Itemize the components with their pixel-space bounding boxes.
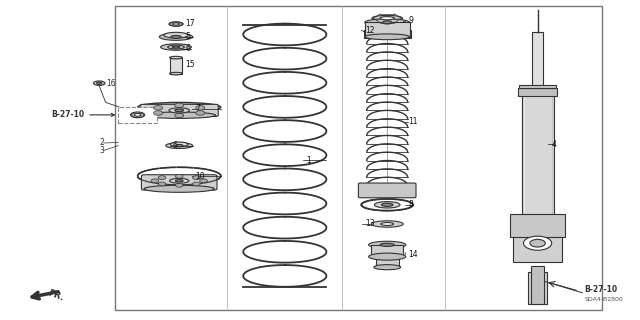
Bar bbox=[376, 255, 399, 267]
Circle shape bbox=[154, 106, 163, 110]
Text: 5: 5 bbox=[186, 32, 191, 41]
Text: 17: 17 bbox=[186, 19, 195, 28]
Ellipse shape bbox=[371, 221, 403, 227]
Ellipse shape bbox=[372, 15, 403, 21]
Ellipse shape bbox=[169, 108, 189, 113]
Ellipse shape bbox=[138, 102, 221, 112]
Ellipse shape bbox=[170, 142, 188, 147]
Ellipse shape bbox=[159, 33, 193, 40]
Ellipse shape bbox=[97, 82, 102, 84]
Bar bbox=[531, 266, 544, 304]
Ellipse shape bbox=[380, 17, 394, 20]
Ellipse shape bbox=[170, 72, 182, 75]
Ellipse shape bbox=[166, 143, 193, 148]
Text: 10: 10 bbox=[195, 172, 205, 180]
Ellipse shape bbox=[175, 180, 183, 182]
Text: 6: 6 bbox=[173, 141, 178, 150]
Text: B-27-10: B-27-10 bbox=[51, 110, 115, 119]
Bar bbox=[532, 32, 543, 90]
Circle shape bbox=[200, 179, 207, 183]
Ellipse shape bbox=[374, 265, 401, 270]
Bar bbox=[118, 107, 157, 123]
Ellipse shape bbox=[170, 56, 182, 59]
Ellipse shape bbox=[172, 46, 180, 48]
FancyBboxPatch shape bbox=[358, 183, 416, 198]
Text: 11: 11 bbox=[408, 117, 418, 126]
Ellipse shape bbox=[143, 112, 216, 118]
Ellipse shape bbox=[381, 223, 394, 225]
Text: 15: 15 bbox=[186, 60, 195, 69]
Ellipse shape bbox=[164, 32, 188, 38]
Ellipse shape bbox=[144, 185, 214, 192]
Ellipse shape bbox=[175, 145, 183, 147]
Ellipse shape bbox=[170, 179, 189, 183]
FancyBboxPatch shape bbox=[141, 175, 217, 190]
Circle shape bbox=[524, 236, 552, 250]
Circle shape bbox=[196, 111, 205, 115]
Circle shape bbox=[193, 176, 200, 180]
Circle shape bbox=[530, 239, 545, 247]
Ellipse shape bbox=[169, 22, 183, 26]
Bar bbox=[170, 58, 182, 74]
Text: 2: 2 bbox=[99, 138, 104, 147]
Circle shape bbox=[151, 179, 159, 183]
Ellipse shape bbox=[365, 19, 410, 26]
Text: 16: 16 bbox=[106, 79, 116, 88]
Circle shape bbox=[158, 182, 166, 186]
Text: 13: 13 bbox=[365, 220, 374, 228]
Text: 8: 8 bbox=[408, 200, 413, 209]
Bar bbox=[510, 214, 565, 237]
Ellipse shape bbox=[168, 45, 184, 49]
Bar bbox=[365, 22, 410, 37]
Bar bbox=[364, 30, 411, 38]
Text: 14: 14 bbox=[408, 250, 418, 259]
Text: 1: 1 bbox=[306, 156, 310, 164]
Text: 4: 4 bbox=[552, 140, 557, 148]
Text: B-27-10: B-27-10 bbox=[584, 285, 618, 294]
Circle shape bbox=[154, 111, 163, 115]
Text: 3: 3 bbox=[99, 146, 104, 155]
Bar bbox=[513, 224, 562, 262]
Bar bbox=[528, 272, 547, 304]
Ellipse shape bbox=[380, 243, 394, 246]
Ellipse shape bbox=[171, 36, 181, 38]
Ellipse shape bbox=[369, 253, 406, 260]
Ellipse shape bbox=[161, 44, 191, 50]
Ellipse shape bbox=[175, 109, 184, 112]
Text: FR.: FR. bbox=[46, 289, 65, 303]
Bar bbox=[518, 88, 557, 96]
Text: 12: 12 bbox=[365, 26, 374, 35]
Circle shape bbox=[175, 183, 183, 187]
Circle shape bbox=[175, 174, 183, 178]
Text: 7: 7 bbox=[195, 104, 200, 113]
Bar bbox=[115, 6, 602, 310]
Ellipse shape bbox=[93, 81, 105, 85]
Bar bbox=[519, 85, 556, 88]
Text: SDA4-B2800: SDA4-B2800 bbox=[584, 297, 623, 302]
Text: 6: 6 bbox=[186, 44, 191, 53]
Text: 9: 9 bbox=[408, 16, 413, 25]
FancyBboxPatch shape bbox=[140, 104, 218, 116]
Ellipse shape bbox=[365, 34, 410, 40]
Bar bbox=[371, 245, 403, 257]
Ellipse shape bbox=[381, 203, 393, 206]
Circle shape bbox=[193, 182, 200, 186]
Ellipse shape bbox=[173, 23, 179, 25]
Ellipse shape bbox=[369, 241, 406, 248]
Circle shape bbox=[175, 113, 184, 118]
Ellipse shape bbox=[134, 114, 141, 116]
Ellipse shape bbox=[383, 21, 392, 24]
Circle shape bbox=[196, 106, 205, 110]
Ellipse shape bbox=[131, 112, 145, 118]
Circle shape bbox=[175, 103, 184, 108]
Bar bbox=[522, 90, 554, 224]
Circle shape bbox=[158, 176, 166, 180]
Ellipse shape bbox=[374, 202, 400, 208]
